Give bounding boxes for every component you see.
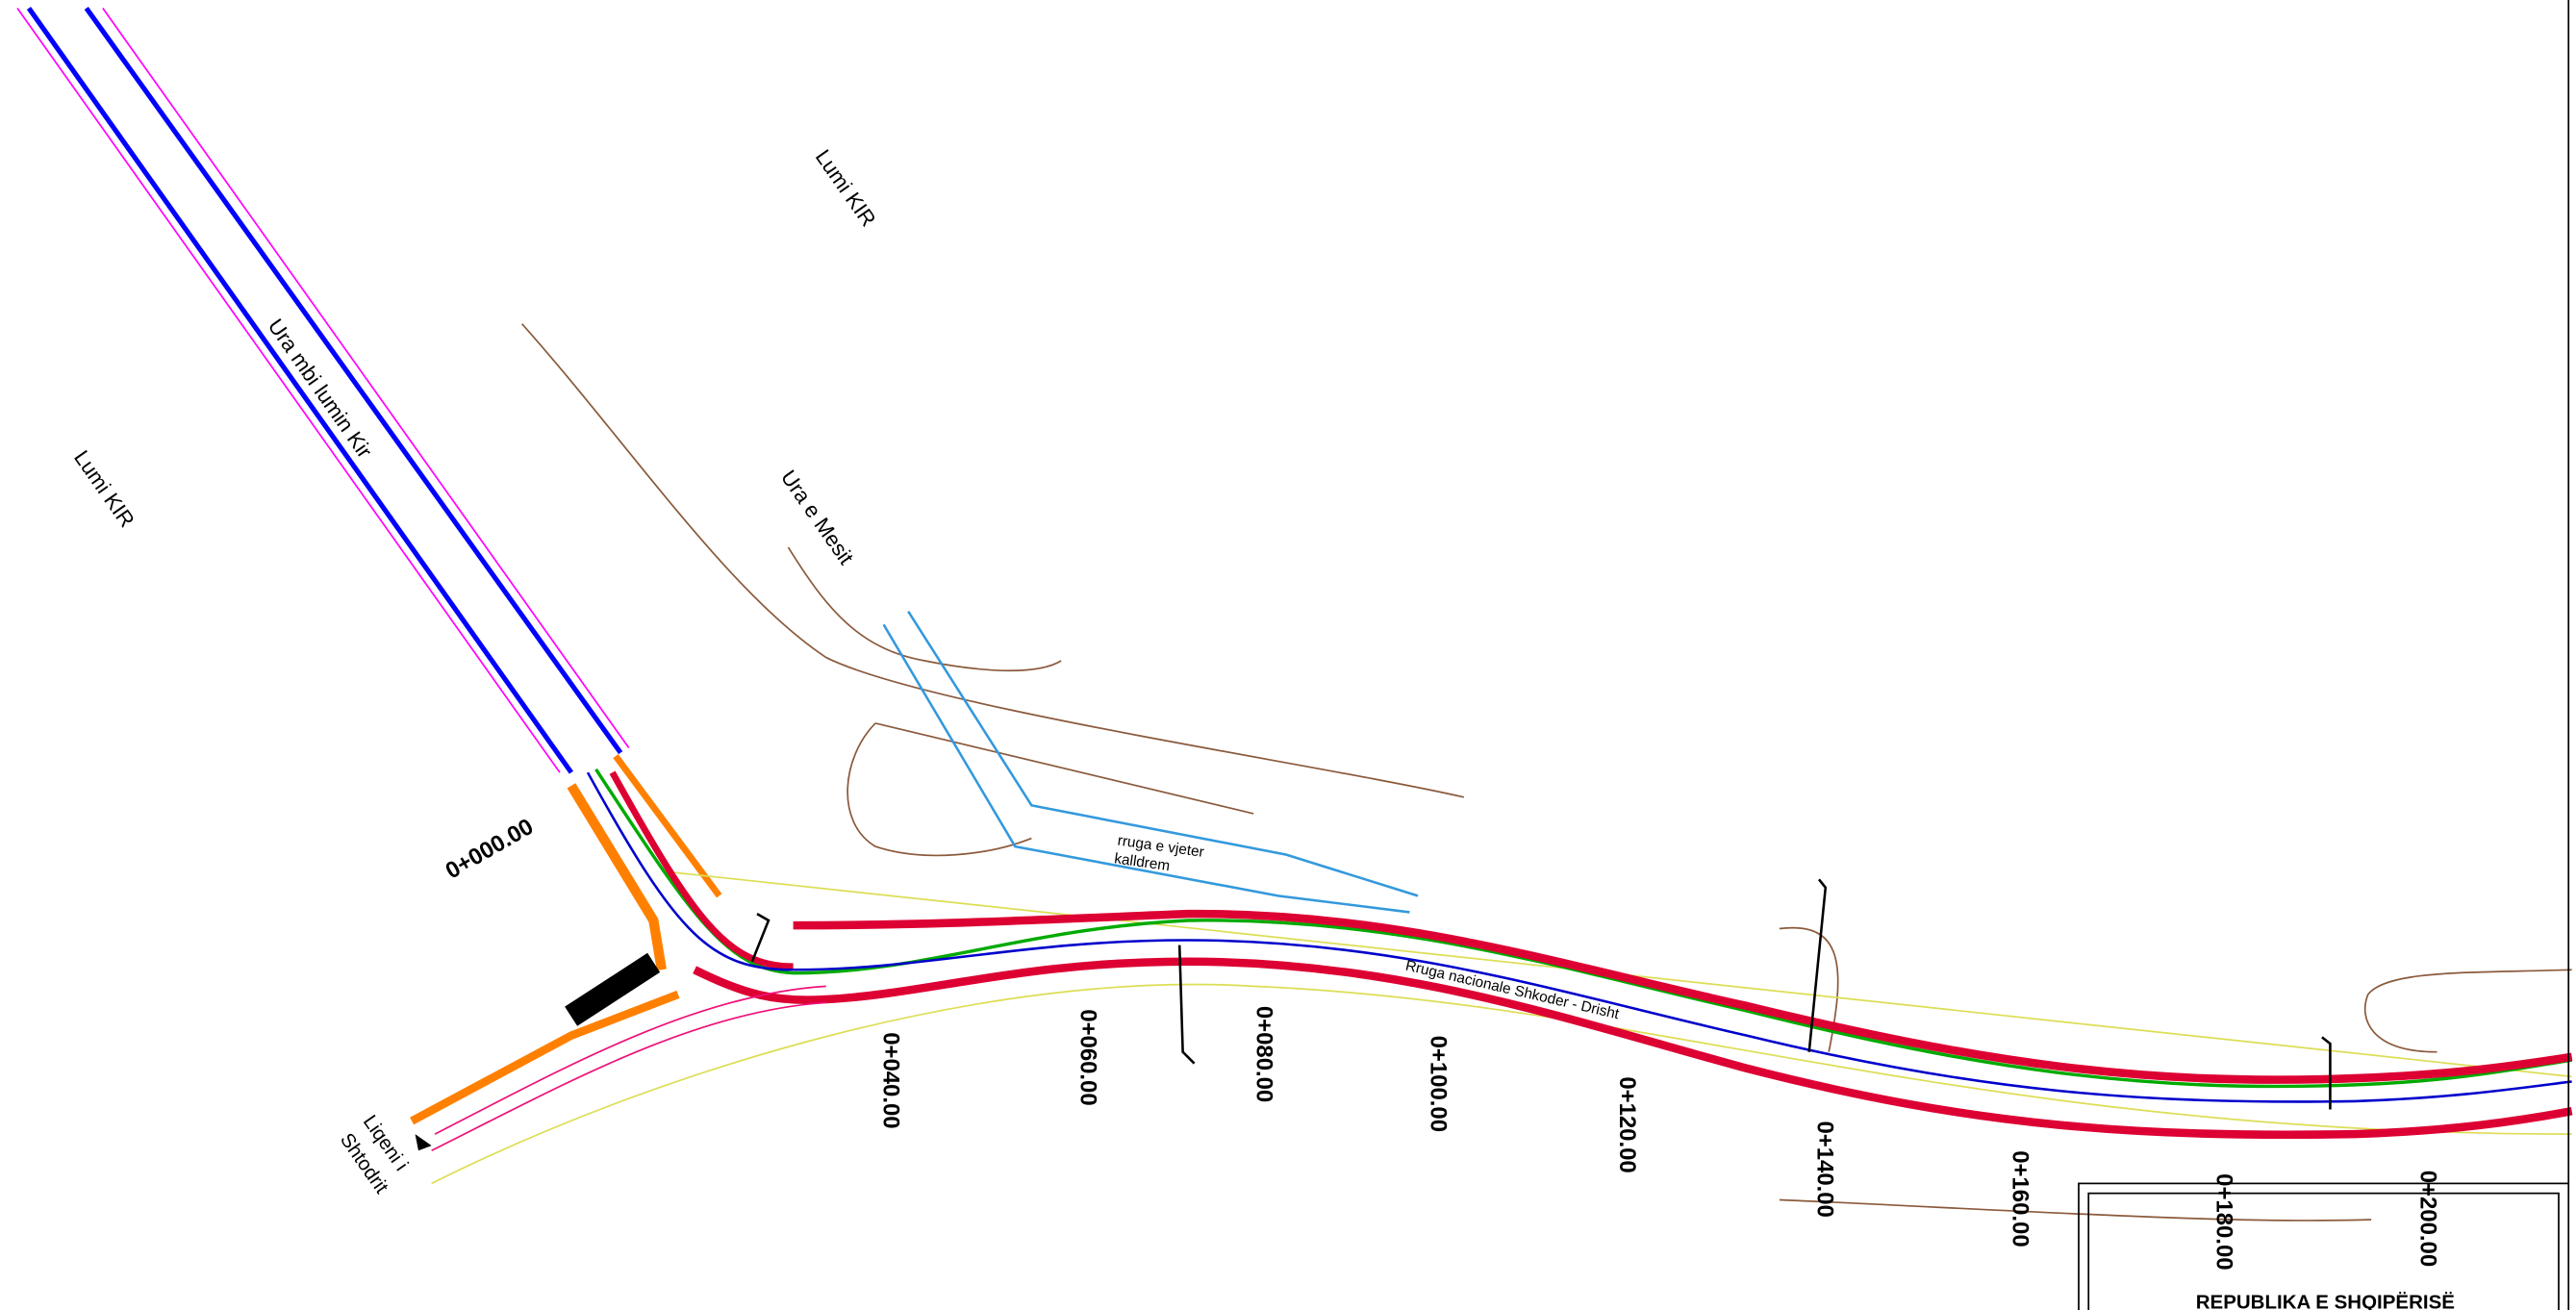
station-label: 0+100.00 xyxy=(1426,1036,1452,1132)
station-label: 0+120.00 xyxy=(1614,1076,1640,1172)
terrain-lines xyxy=(521,323,2572,1222)
bridge-kir xyxy=(16,7,630,774)
culvert xyxy=(565,952,661,1026)
section-markers xyxy=(750,878,2332,1110)
station-label: 0+140.00 xyxy=(1811,1121,1837,1217)
station-label: 0+180.00 xyxy=(2211,1173,2237,1270)
arrow xyxy=(415,1134,432,1151)
station-label: 0+160.00 xyxy=(2008,1150,2033,1247)
station-label: 0+200.00 xyxy=(2414,1171,2440,1267)
access-road xyxy=(410,754,722,1125)
national-road xyxy=(431,768,2573,1185)
title-block-title: REPUBLIKA E SHQIPËRISË xyxy=(2196,1291,2455,1310)
title-block-inner xyxy=(2087,1192,2560,1310)
old-road xyxy=(882,611,1419,914)
station-label: 0+040.00 xyxy=(878,1032,904,1128)
background xyxy=(4,0,2572,1310)
station-label: 0+080.00 xyxy=(1251,1006,1277,1102)
station-label: 0+060.00 xyxy=(1075,1009,1101,1105)
title-block xyxy=(2078,1182,2570,1310)
